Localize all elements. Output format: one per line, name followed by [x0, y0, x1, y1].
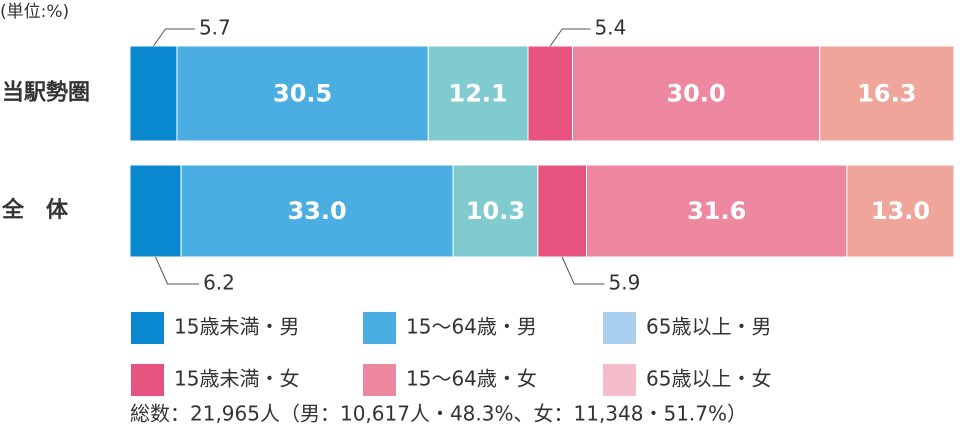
value-label: 5.4 — [594, 16, 626, 40]
unit-label: (単位:%) — [0, 2, 69, 22]
leader-line — [561, 256, 605, 285]
value-label: 12.1 — [449, 80, 508, 108]
legend-label: 15〜64歳・男 — [406, 315, 537, 339]
legend-label: 15歳未満・女 — [174, 367, 299, 391]
note: 総数：21,965人（男：10,617人・48.3%、女：11,348・51.7… — [130, 402, 747, 426]
legend-label: 15〜64歳・女 — [406, 367, 537, 391]
bar-segment — [527, 45, 573, 142]
value-label: 30.5 — [273, 80, 332, 108]
bar-segment — [571, 45, 821, 142]
legend-swatch — [363, 312, 396, 344]
value-label: 13.0 — [871, 197, 930, 225]
bar-segment — [452, 164, 539, 258]
bar-segment — [129, 164, 182, 258]
value-label: 31.6 — [687, 197, 746, 225]
bar-segment — [129, 45, 178, 142]
legend-swatch — [131, 364, 164, 396]
legend-label: 15歳未満・男 — [174, 315, 299, 339]
leader-line — [153, 28, 195, 47]
value-label: 5.9 — [608, 271, 640, 295]
leader-line — [549, 28, 591, 47]
bar-segment — [819, 45, 955, 142]
legend-swatch — [603, 364, 636, 396]
bar-segment — [585, 164, 848, 258]
legend-swatch — [603, 312, 636, 344]
legend-label: 65歳以上・女 — [646, 367, 771, 391]
leader-line — [155, 256, 200, 285]
row-label: 当駅勢圏 — [2, 80, 90, 106]
bar-segment — [537, 164, 587, 258]
value-label: 10.3 — [466, 197, 525, 225]
bar-segment — [176, 45, 429, 142]
bar-segment — [180, 164, 454, 258]
legend-swatch — [363, 364, 396, 396]
value-label: 30.0 — [666, 80, 725, 108]
value-label: 6.2 — [203, 271, 235, 295]
bar-segment — [846, 164, 955, 258]
value-label: 33.0 — [287, 197, 346, 225]
bar-segment — [427, 45, 529, 142]
row-label: 全 体 — [1, 197, 69, 223]
legend-swatch — [131, 312, 164, 344]
value-label: 16.3 — [857, 80, 916, 108]
value-label: 5.7 — [199, 16, 231, 40]
legend-label: 65歳以上・男 — [646, 315, 771, 339]
